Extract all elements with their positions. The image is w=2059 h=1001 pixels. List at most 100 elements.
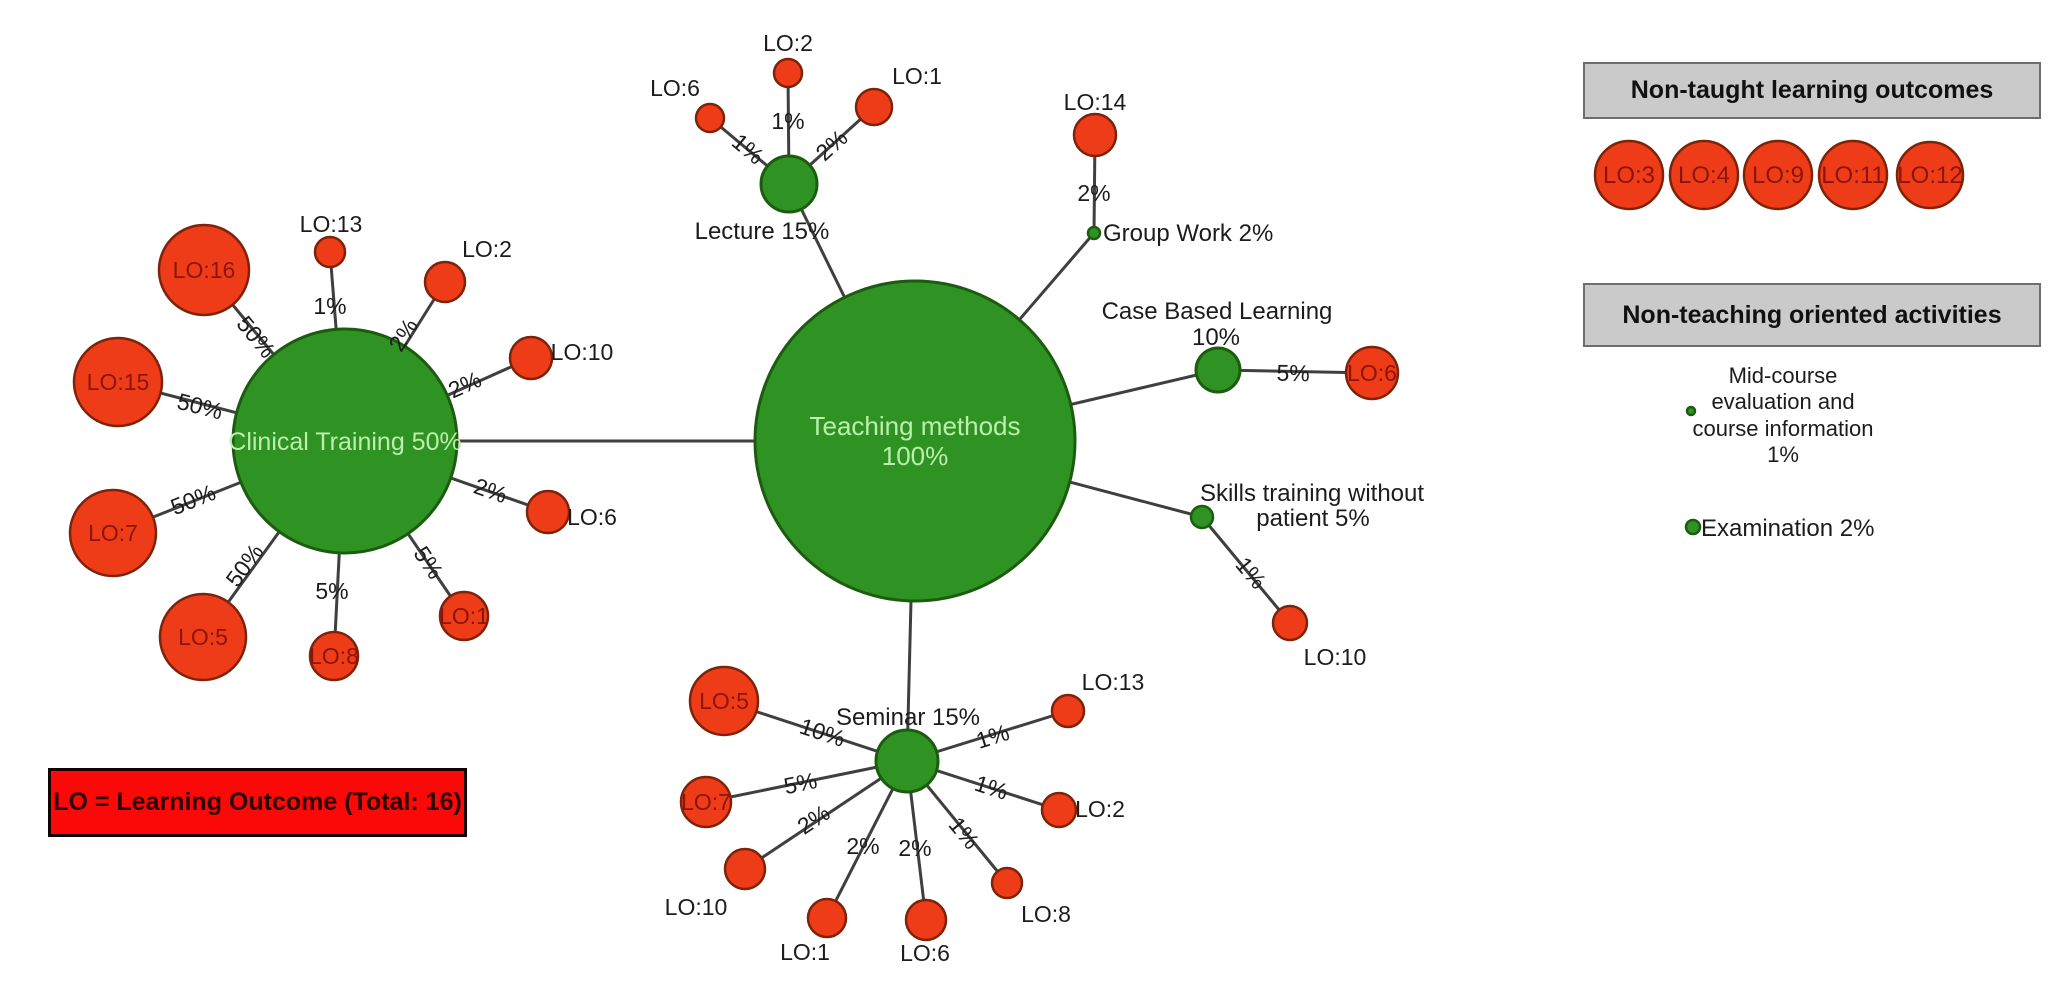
edge-label-clinical-lo8l: 5%: [315, 578, 348, 604]
node-seminar: [874, 728, 940, 794]
node-lo1s: [806, 897, 848, 939]
label-lo14: LO:14: [1064, 89, 1127, 115]
edge-label-seminar-lo1s: 2%: [846, 833, 879, 859]
label-lo5l: LO:5: [178, 624, 228, 650]
edge-label-groupwork-lo14: 2%: [1077, 180, 1110, 206]
edge-label-clinical-lo7l: 50%: [167, 479, 219, 520]
node-lecture: [759, 154, 819, 214]
edge-label-clinical-lo1l: 5%: [409, 541, 449, 583]
node-lo1l: [438, 590, 490, 642]
node-lo7l: [68, 488, 158, 578]
label-lo1s: LO:1: [780, 939, 830, 965]
label-lo6l: LO:6: [567, 504, 617, 530]
label-lo6c: LO:6: [1347, 360, 1397, 386]
legend-non-taught-outcomes-box: Non-taught learning outcomes: [1583, 62, 2041, 119]
label-midcourse-line1: Mid-course: [1729, 363, 1838, 388]
node-lo6t: [694, 102, 726, 134]
node-lo10l: [508, 335, 554, 381]
node-lo6s: [904, 898, 948, 942]
edge-label-clinical-lo6l: 2%: [471, 473, 511, 509]
node-lo15: [72, 336, 164, 428]
label-lo7l: LO:7: [88, 520, 138, 546]
edge-label-seminar-lo7s: 5%: [782, 767, 820, 799]
label-lg3: LO:3: [1603, 162, 1655, 189]
node-lo8s: [990, 866, 1024, 900]
label-lo1t: LO:1: [892, 63, 942, 89]
label-lo5s: LO:5: [699, 688, 749, 714]
node-lo1t: [854, 87, 894, 127]
legend-non-teaching-title: Non-teaching oriented activities: [1622, 300, 2002, 329]
label-lg4: LO:4: [1678, 162, 1730, 189]
label-midcourse-line4: 1%: [1767, 442, 1799, 467]
node-lo8l: [308, 630, 360, 682]
label-lo2l: LO:2: [462, 236, 512, 262]
node-lo16: [157, 223, 251, 317]
legend-non-taught-title: Non-taught learning outcomes: [1630, 76, 1994, 104]
edge-label-seminar-lo6s: 2%: [898, 835, 931, 861]
node-lo6l: [525, 489, 571, 535]
label-clinical: Clinical Training 50%: [228, 428, 461, 456]
edge-label-clinical-lo15: 50%: [174, 388, 225, 425]
node-lo2t: [772, 57, 804, 89]
edge-label-clinical-lo10l: 2%: [444, 366, 485, 403]
edge-skills-lo10s: [1200, 516, 1292, 624]
label-lo13s: LO:13: [1082, 669, 1145, 695]
label-lo2s: LO:2: [1075, 796, 1125, 822]
node-cbl: [1194, 346, 1242, 394]
label-skills-line2: patient 5%: [1256, 505, 1369, 532]
label-seminar: Seminar 15%: [836, 704, 980, 731]
label-groupwork: Group Work 2%: [1103, 220, 1273, 247]
label-lg11: LO:11: [1821, 162, 1885, 189]
label-lo1l: LO:1: [439, 603, 489, 629]
label-lo6s: LO:6: [900, 940, 950, 966]
label-lo10s: LO:10: [1304, 644, 1367, 670]
node-lg4: [1668, 139, 1740, 211]
label-lo10se: LO:10: [665, 894, 728, 920]
label-cbl-line1: Case Based Learning: [1102, 298, 1333, 325]
node-examdot: [1684, 518, 1702, 536]
label-lg12: LO:12: [1897, 162, 1962, 189]
node-middot: [1685, 405, 1697, 417]
node-lg12: [1895, 140, 1965, 210]
label-lo2t: LO:2: [763, 30, 813, 56]
label-lo10l: LO:10: [551, 339, 614, 365]
edge-label-cbl-lo6c: 5%: [1276, 360, 1310, 387]
label-lo13l: LO:13: [300, 211, 363, 237]
node-lo2s: [1040, 791, 1078, 829]
edge-seminar-lo7s: [705, 759, 908, 804]
legend-non-teaching-activities-box: Non-teaching oriented activities: [1583, 283, 2041, 347]
node-lo13l: [313, 235, 347, 269]
node-lo14: [1072, 112, 1118, 158]
label-midcourse-line2: evaluation and: [1711, 389, 1854, 414]
label-examination: Examination 2%: [1701, 515, 1874, 542]
label-teaching: Teaching methods: [809, 411, 1020, 441]
node-lo13s: [1050, 693, 1086, 729]
node-lo5s: [688, 665, 760, 737]
label-lg9: LO:9: [1752, 162, 1804, 189]
node-lg9: [1742, 139, 1814, 211]
edge-label-lecture-lo2t: 1%: [771, 108, 804, 134]
node-groupwork: [1086, 225, 1102, 241]
node-lo6c: [1344, 345, 1400, 401]
label-lo6t: LO:6: [650, 75, 700, 101]
label-midcourse-line3: course information: [1693, 416, 1874, 441]
node-lo5l: [158, 592, 248, 682]
node-lg3: [1593, 139, 1665, 211]
label-lecture: Lecture 15%: [695, 218, 830, 245]
node-lo2l: [423, 260, 467, 304]
label-skills-line1: Skills training without: [1200, 480, 1424, 507]
node-lo10se: [723, 847, 767, 891]
learning-outcome-note-text: LO = Learning Outcome (Total: 16): [53, 788, 462, 816]
label-lo15: LO:15: [87, 369, 150, 395]
node-clinical: [231, 327, 459, 555]
node-lo7s: [679, 775, 733, 829]
learning-outcome-note-box: LO = Learning Outcome (Total: 16): [48, 768, 467, 837]
node-skills: [1189, 504, 1215, 530]
label-lo8l: LO:8: [309, 643, 359, 669]
label-teaching: 100%: [882, 441, 949, 471]
label-cbl-line2: 10%: [1192, 324, 1240, 351]
node-lo10s: [1271, 604, 1309, 642]
label-lo7s: LO:7: [681, 789, 731, 815]
node-lg11: [1817, 139, 1889, 211]
